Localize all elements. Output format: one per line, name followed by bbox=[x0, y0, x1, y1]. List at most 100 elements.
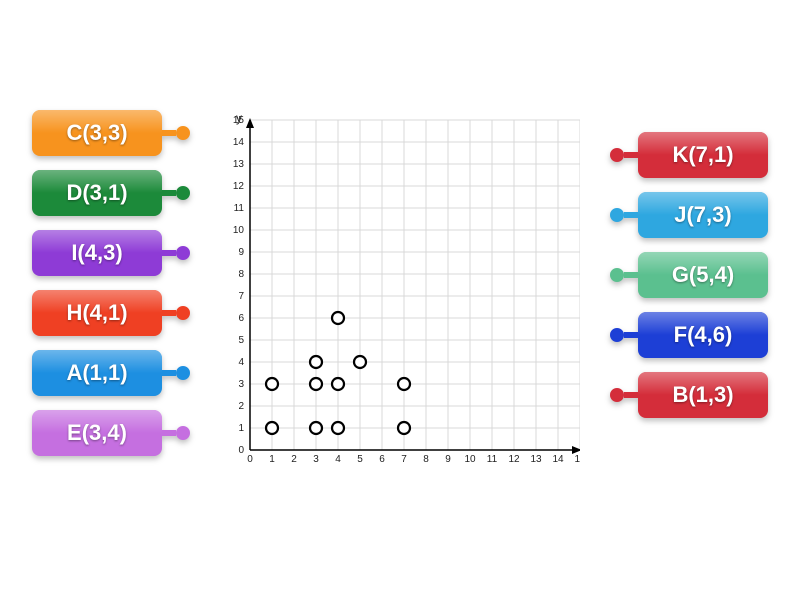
svg-text:9: 9 bbox=[238, 247, 244, 258]
tag-pin-icon bbox=[176, 366, 190, 380]
tag-g[interactable]: G(5,4) bbox=[610, 252, 768, 298]
right-tag-column: K(7,1) J(7,3) G(5,4) F(4,6) B(1,3) bbox=[610, 132, 768, 418]
grid-point[interactable] bbox=[266, 378, 278, 390]
tag-connector bbox=[624, 332, 638, 338]
coordinate-grid[interactable]: 0011223344556677889910101111121213131414… bbox=[220, 110, 580, 480]
grid-point[interactable] bbox=[354, 356, 366, 368]
svg-text:10: 10 bbox=[233, 225, 245, 236]
svg-text:12: 12 bbox=[233, 181, 245, 192]
svg-text:1: 1 bbox=[238, 423, 244, 434]
tag-pin-icon bbox=[610, 268, 624, 282]
tag-connector bbox=[624, 152, 638, 158]
svg-text:6: 6 bbox=[238, 313, 244, 324]
tag-connector bbox=[624, 272, 638, 278]
grid-point[interactable] bbox=[310, 356, 322, 368]
tag-pin-icon bbox=[176, 306, 190, 320]
svg-text:5: 5 bbox=[238, 335, 244, 346]
tag-c[interactable]: C(3,3) bbox=[32, 110, 190, 156]
svg-text:2: 2 bbox=[238, 401, 244, 412]
svg-text:0: 0 bbox=[247, 454, 253, 465]
tag-label: A(1,1) bbox=[66, 360, 127, 386]
tag-body: G(5,4) bbox=[638, 252, 768, 298]
tag-body: C(3,3) bbox=[32, 110, 162, 156]
tag-body: B(1,3) bbox=[638, 372, 768, 418]
grid-point[interactable] bbox=[332, 312, 344, 324]
activity-container: C(3,3) D(3,1) I(4,3) H(4,1) A(1,1) E(3,4) 00 1… bbox=[0, 110, 800, 490]
tag-d[interactable]: D(3,1) bbox=[32, 170, 190, 216]
svg-text:12: 12 bbox=[508, 454, 520, 465]
tag-body: H(4,1) bbox=[32, 290, 162, 336]
tag-j[interactable]: J(7,3) bbox=[610, 192, 768, 238]
tag-label: I(4,3) bbox=[71, 240, 122, 266]
tag-label: C(3,3) bbox=[66, 120, 127, 146]
tag-label: H(4,1) bbox=[66, 300, 127, 326]
svg-text:8: 8 bbox=[423, 454, 429, 465]
tag-pin-icon bbox=[176, 186, 190, 200]
svg-text:0: 0 bbox=[238, 445, 244, 456]
svg-text:4: 4 bbox=[238, 357, 244, 368]
tag-label: G(5,4) bbox=[672, 262, 734, 288]
tag-label: D(3,1) bbox=[66, 180, 127, 206]
tag-connector bbox=[162, 370, 176, 376]
left-tag-column: C(3,3) D(3,1) I(4,3) H(4,1) A(1,1) E(3,4) bbox=[32, 110, 190, 456]
tag-connector bbox=[162, 130, 176, 136]
tag-connector bbox=[162, 250, 176, 256]
tag-b[interactable]: B(1,3) bbox=[610, 372, 768, 418]
tag-k[interactable]: K(7,1) bbox=[610, 132, 768, 178]
svg-text:11: 11 bbox=[234, 203, 245, 214]
grid-point[interactable] bbox=[398, 378, 410, 390]
tag-body: A(1,1) bbox=[32, 350, 162, 396]
tag-pin-icon bbox=[610, 388, 624, 402]
tag-label: F(4,6) bbox=[674, 322, 733, 348]
tag-connector bbox=[162, 430, 176, 436]
grid-point[interactable] bbox=[332, 378, 344, 390]
tag-h[interactable]: H(4,1) bbox=[32, 290, 190, 336]
tag-pin-icon bbox=[176, 126, 190, 140]
svg-text:6: 6 bbox=[379, 454, 385, 465]
svg-text:15: 15 bbox=[574, 454, 580, 465]
tag-pin-icon bbox=[176, 246, 190, 260]
tag-connector bbox=[162, 310, 176, 316]
tag-body: D(3,1) bbox=[32, 170, 162, 216]
tag-body: I(4,3) bbox=[32, 230, 162, 276]
svg-text:y: y bbox=[236, 111, 242, 125]
grid-point[interactable] bbox=[332, 422, 344, 434]
tag-label: J(7,3) bbox=[674, 202, 731, 228]
grid-svg: 0011223344556677889910101111121213131414… bbox=[220, 110, 580, 480]
svg-text:5: 5 bbox=[357, 454, 363, 465]
svg-text:3: 3 bbox=[313, 454, 319, 465]
tag-f[interactable]: F(4,6) bbox=[610, 312, 768, 358]
grid-point[interactable] bbox=[310, 378, 322, 390]
tag-connector bbox=[624, 392, 638, 398]
svg-text:9: 9 bbox=[445, 454, 451, 465]
tag-label: B(1,3) bbox=[672, 382, 733, 408]
grid-point[interactable] bbox=[266, 422, 278, 434]
svg-text:14: 14 bbox=[233, 137, 245, 148]
tag-body: J(7,3) bbox=[638, 192, 768, 238]
tag-label: E(3,4) bbox=[67, 420, 127, 446]
svg-text:13: 13 bbox=[233, 159, 245, 170]
tag-a[interactable]: A(1,1) bbox=[32, 350, 190, 396]
svg-text:4: 4 bbox=[335, 454, 341, 465]
tag-pin-icon bbox=[176, 426, 190, 440]
tag-label: K(7,1) bbox=[672, 142, 733, 168]
tag-connector bbox=[624, 212, 638, 218]
svg-text:3: 3 bbox=[238, 379, 244, 390]
tag-pin-icon bbox=[610, 208, 624, 222]
tag-i[interactable]: I(4,3) bbox=[32, 230, 190, 276]
svg-text:2: 2 bbox=[291, 454, 297, 465]
tag-pin-icon bbox=[610, 148, 624, 162]
svg-text:7: 7 bbox=[401, 454, 407, 465]
grid-point[interactable] bbox=[398, 422, 410, 434]
svg-text:14: 14 bbox=[552, 454, 564, 465]
tag-body: K(7,1) bbox=[638, 132, 768, 178]
tag-pin-icon bbox=[610, 328, 624, 342]
svg-text:13: 13 bbox=[530, 454, 542, 465]
grid-point[interactable] bbox=[310, 422, 322, 434]
tag-body: E(3,4) bbox=[32, 410, 162, 456]
svg-text:10: 10 bbox=[464, 454, 476, 465]
tag-body: F(4,6) bbox=[638, 312, 768, 358]
tag-connector bbox=[162, 190, 176, 196]
svg-text:11: 11 bbox=[487, 454, 498, 465]
tag-e[interactable]: E(3,4) bbox=[32, 410, 190, 456]
